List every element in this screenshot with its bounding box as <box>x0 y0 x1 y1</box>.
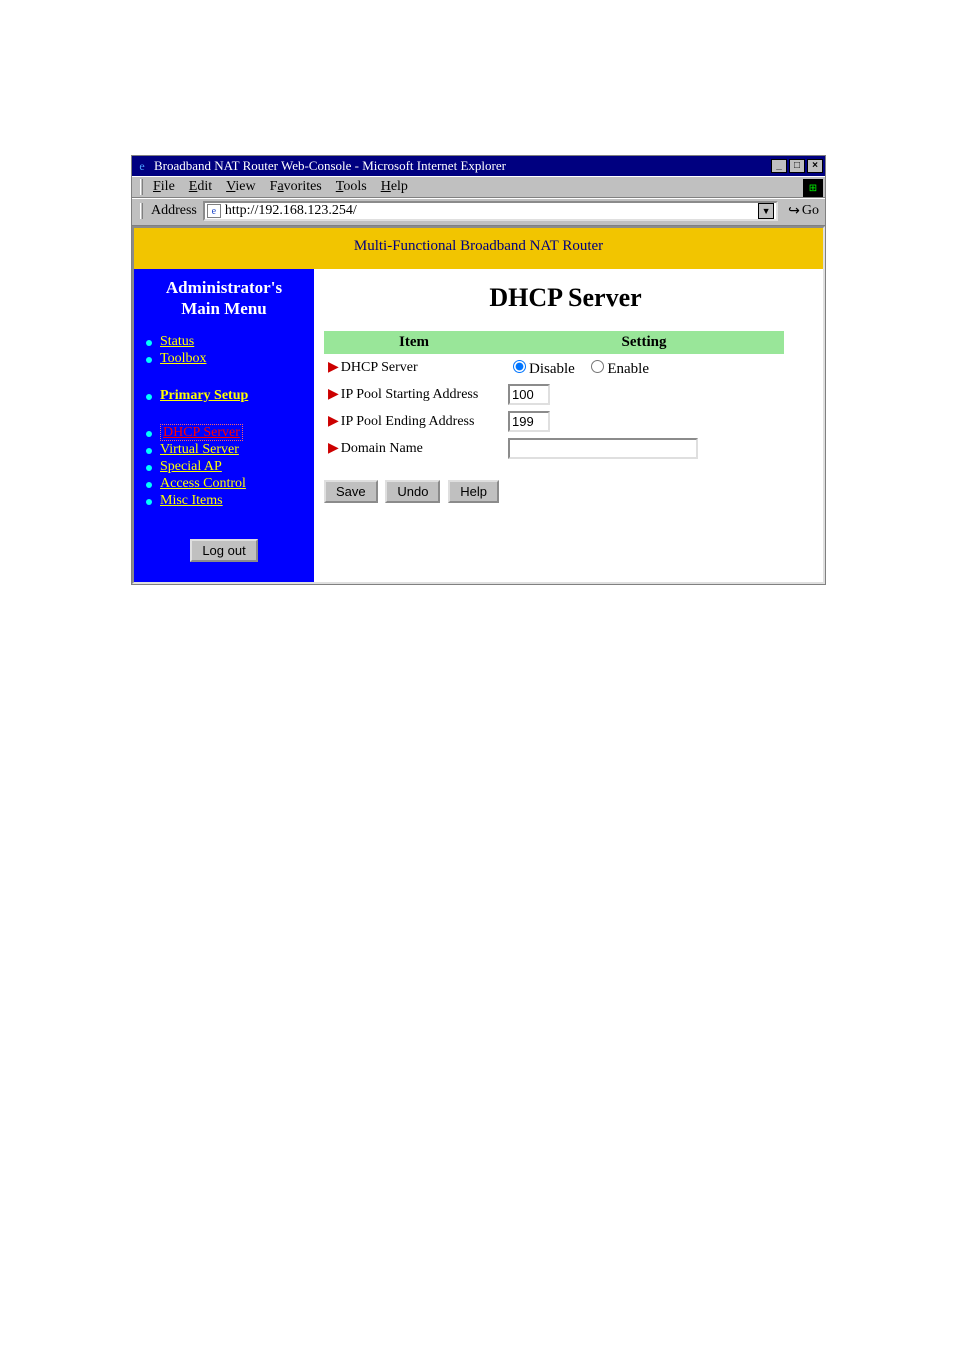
menu-file[interactable]: File <box>153 179 175 195</box>
sidebar-item-special-ap[interactable]: Special AP <box>160 459 222 474</box>
radio-enable[interactable] <box>591 360 604 373</box>
go-button[interactable]: ↪ Go <box>788 203 819 220</box>
window-title: Broadband NAT Router Web-Console - Micro… <box>154 158 769 174</box>
menu-help[interactable]: Help <box>381 179 408 195</box>
menubar: File Edit View Favorites Tools Help ⊞ <box>132 176 825 198</box>
settings-table: Item Setting ▶DHCP Server Disable Enable… <box>324 331 784 462</box>
sidebar-item-virtual-server[interactable]: Virtual Server <box>160 442 239 457</box>
browser-window: e Broadband NAT Router Web-Console - Mic… <box>131 155 826 585</box>
sidebar: Administrator's Main Menu Status Toolbox… <box>134 269 314 582</box>
row-domain: ▶Domain Name <box>324 435 784 462</box>
sidebar-group-2: Primary Setup <box>140 388 308 404</box>
sidebar-item-primary-setup[interactable]: Primary Setup <box>160 388 248 403</box>
triangle-icon: ▶ <box>328 441 339 456</box>
toolbar-grip-icon <box>140 179 143 195</box>
address-combo[interactable]: e http://192.168.123.254/ ▼ <box>203 201 778 221</box>
triangle-icon: ▶ <box>328 360 339 375</box>
triangle-icon: ▶ <box>328 414 339 429</box>
sidebar-group-3: DHCP Server Virtual Server Special AP Ac… <box>140 425 308 509</box>
label-pool-start: IP Pool Starting Address <box>341 387 479 402</box>
page-icon: e <box>207 204 221 218</box>
radio-enable-wrap[interactable]: Enable <box>586 361 649 377</box>
row-pool-end: ▶IP Pool Ending Address <box>324 408 784 435</box>
label-domain: Domain Name <box>341 441 423 456</box>
menu-tools[interactable]: Tools <box>336 179 367 195</box>
page-heading: DHCP Server <box>324 283 807 313</box>
titlebar: e Broadband NAT Router Web-Console - Mic… <box>132 156 825 176</box>
content-area: DHCP Server Item Setting ▶DHCP Server Di… <box>314 269 823 582</box>
col-item: Item <box>324 331 504 354</box>
triangle-icon: ▶ <box>328 387 339 402</box>
windows-logo-icon: ⊞ <box>803 179 823 197</box>
input-domain[interactable] <box>508 438 698 459</box>
client-area: Multi-Functional Broadband NAT Router Ad… <box>132 226 825 584</box>
ie-icon: e <box>134 158 150 174</box>
sidebar-item-status[interactable]: Status <box>160 334 194 349</box>
logout-button[interactable]: Log out <box>190 539 257 562</box>
radio-disable[interactable] <box>513 360 526 373</box>
undo-button[interactable]: Undo <box>385 480 440 503</box>
save-button[interactable]: Save <box>324 480 378 503</box>
sidebar-item-access-control[interactable]: Access Control <box>160 476 246 491</box>
address-bar: Address e http://192.168.123.254/ ▼ ↪ Go <box>132 198 825 226</box>
maximize-button[interactable]: □ <box>789 159 805 173</box>
go-label: Go <box>802 203 819 219</box>
row-pool-start: ▶IP Pool Starting Address <box>324 381 784 408</box>
input-pool-end[interactable] <box>508 411 550 432</box>
sidebar-item-misc-items[interactable]: Misc Items <box>160 493 223 508</box>
page-banner: Multi-Functional Broadband NAT Router <box>134 228 823 269</box>
radio-disable-wrap[interactable]: Disable <box>508 361 575 377</box>
address-url[interactable]: http://192.168.123.254/ <box>225 203 758 219</box>
menu-view[interactable]: View <box>226 179 256 195</box>
toolbar-grip-icon <box>140 203 143 219</box>
close-button[interactable]: × <box>807 159 823 173</box>
menu-favorites[interactable]: Favorites <box>270 179 322 195</box>
input-pool-start[interactable] <box>508 384 550 405</box>
sidebar-group-1: Status Toolbox <box>140 334 308 367</box>
col-setting: Setting <box>504 331 784 354</box>
label-pool-end: IP Pool Ending Address <box>341 414 475 429</box>
sidebar-title: Administrator's Main Menu <box>140 277 308 320</box>
sidebar-item-dhcp-server[interactable]: DHCP Server <box>160 424 243 441</box>
button-row: Save Undo Help <box>324 480 807 503</box>
address-dropdown-button[interactable]: ▼ <box>758 203 774 219</box>
help-button[interactable]: Help <box>448 480 499 503</box>
minimize-button[interactable]: _ <box>771 159 787 173</box>
label-dhcp-server: DHCP Server <box>341 360 418 375</box>
address-label: Address <box>151 203 197 219</box>
menu-edit[interactable]: Edit <box>189 179 212 195</box>
sidebar-item-toolbox[interactable]: Toolbox <box>160 351 206 366</box>
go-arrow-icon: ↪ <box>788 203 800 220</box>
row-dhcp-server: ▶DHCP Server Disable Enable <box>324 354 784 381</box>
